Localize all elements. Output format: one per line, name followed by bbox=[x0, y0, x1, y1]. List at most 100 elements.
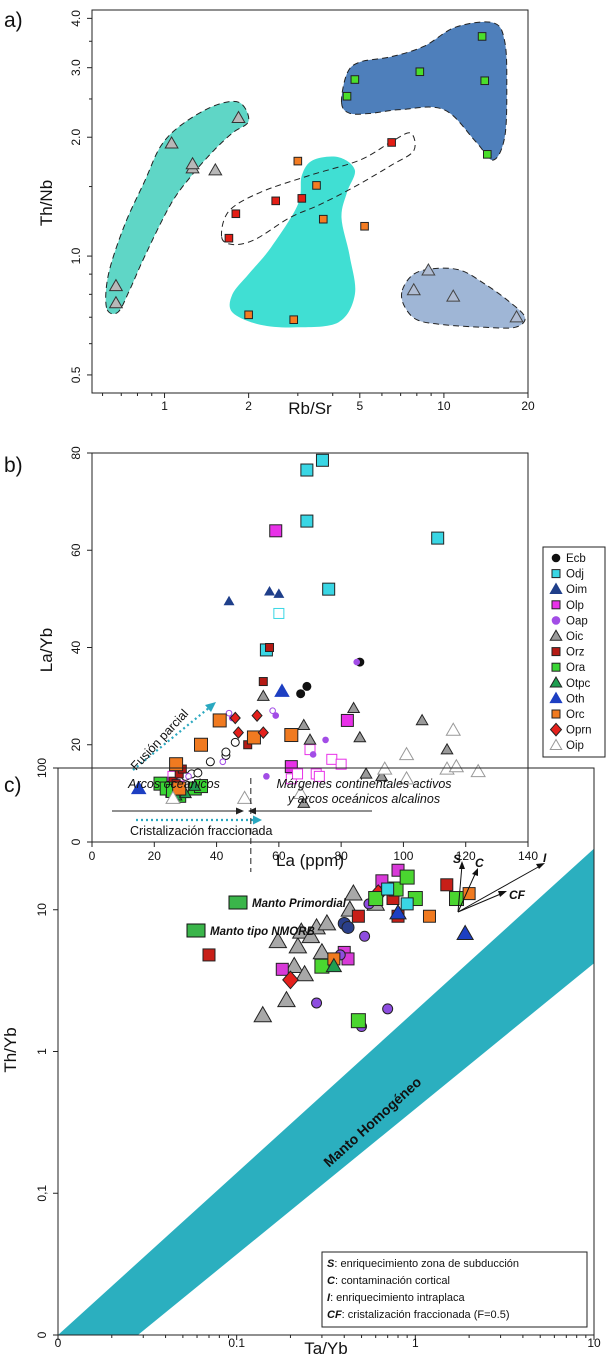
Oic-point bbox=[440, 742, 454, 755]
primordial-mantle-label: Manto Primordial bbox=[252, 898, 347, 910]
panel-a-xtick-label: 5 bbox=[356, 399, 363, 413]
Ora-point bbox=[399, 869, 415, 885]
Orc-point bbox=[169, 757, 184, 772]
grey-triangles-point bbox=[108, 295, 124, 309]
panel-a-ytick-label: 0.5 bbox=[69, 366, 83, 383]
Oic-point bbox=[295, 964, 315, 982]
panel-c-label: c) bbox=[4, 774, 22, 797]
Odj-point bbox=[431, 531, 445, 545]
orange-square-field bbox=[229, 156, 356, 328]
panel-b-ytick-label: 0 bbox=[69, 838, 83, 845]
legend-marker-oip bbox=[549, 738, 563, 750]
Olp-point bbox=[269, 524, 283, 538]
panel-b-label: b) bbox=[4, 454, 23, 477]
legend-label-odj: Odj bbox=[566, 569, 584, 581]
legend-marker-orz bbox=[551, 647, 561, 657]
primordial-mantle-marker bbox=[228, 895, 248, 910]
Oic-point bbox=[268, 931, 288, 949]
process-legend-row: I: enriquecimiento intraplaca bbox=[327, 1292, 465, 1304]
vector-i-head bbox=[536, 863, 545, 869]
Oic-point bbox=[253, 1005, 273, 1023]
Odj-point bbox=[400, 897, 414, 911]
Olp-open-point bbox=[313, 770, 325, 782]
panel-a-ytick-label: 3.0 bbox=[69, 59, 83, 76]
legend-label-oip: Oip bbox=[566, 740, 584, 752]
Oap-point bbox=[322, 736, 329, 744]
light-triangles-point bbox=[406, 282, 421, 296]
panel-a-xtick-label: 2 bbox=[245, 399, 252, 413]
partial-melting-arrow bbox=[132, 706, 211, 771]
legend-label-olp: Olp bbox=[566, 600, 584, 612]
Orz-point bbox=[265, 643, 275, 652]
Oic-point bbox=[284, 956, 304, 974]
Olp-open-point bbox=[292, 768, 304, 780]
panel-b-legend: Ecb Odj Oim Olp Oap Oic Orz Ora Otpc Oth Orc Oprn Oi… bbox=[542, 546, 606, 758]
legend-label-oprn: Oprn bbox=[566, 725, 592, 737]
Orz-point bbox=[202, 948, 216, 962]
partial-melting-arrowhead bbox=[205, 702, 216, 712]
Oic-point bbox=[353, 730, 367, 743]
Oprn-point bbox=[229, 711, 241, 725]
Orc-point bbox=[212, 713, 227, 728]
Oic-point bbox=[317, 913, 337, 931]
red-squares-point bbox=[297, 194, 307, 203]
panel-c-ytick-label: 1 bbox=[35, 1048, 49, 1055]
Orc-point bbox=[422, 909, 436, 923]
legend-label-orc: Orc bbox=[566, 709, 585, 721]
Odj-point bbox=[322, 582, 336, 596]
legend-marker-oap bbox=[551, 616, 561, 625]
panel-a-ytick-label: 4.0 bbox=[69, 10, 83, 27]
panel-a-xtick-label: 10 bbox=[437, 399, 451, 413]
orange-squares-point bbox=[244, 310, 253, 320]
vector-s-label: S bbox=[453, 852, 461, 866]
process-legend-row: CF: cristalización fraccionada (F=0.5) bbox=[327, 1309, 510, 1321]
legend-label-oim: Oim bbox=[566, 584, 587, 596]
orange-squares-point bbox=[293, 156, 303, 166]
Ecb-point bbox=[302, 681, 312, 691]
Olp-point bbox=[275, 962, 289, 976]
Oim-point bbox=[273, 588, 285, 598]
Orc-point bbox=[172, 781, 187, 796]
vector-s-head bbox=[459, 861, 465, 869]
Oap-open-point bbox=[219, 758, 227, 766]
legend-marker-olp bbox=[551, 600, 561, 610]
Oim-point bbox=[341, 920, 355, 934]
legend-label-oic: Oic bbox=[566, 631, 584, 643]
Oap-open-point bbox=[225, 709, 233, 717]
panel-c-ytick-label: 0 bbox=[35, 1331, 49, 1338]
legend-label-ecb: Ecb bbox=[566, 553, 586, 565]
grey-triangles-point bbox=[164, 136, 179, 149]
Otpc-point bbox=[188, 779, 202, 791]
Oprn-point bbox=[282, 970, 299, 990]
legend-marker-ecb bbox=[551, 553, 561, 563]
vector-c-head bbox=[472, 868, 478, 876]
panel-a-chart: 1 2 5 10 20 0.5 1.0 2.0 3.0 4.0 Rb/Sr Th/Nb bbox=[37, 9, 535, 418]
panel-b-ytick-label: 40 bbox=[69, 641, 83, 655]
legend-marker-oim bbox=[549, 582, 563, 594]
vector-c-label: C bbox=[475, 856, 484, 870]
legend-label-otpc: Otpc bbox=[566, 678, 591, 690]
panel-a-ytick-label: 1.0 bbox=[69, 247, 83, 264]
orange-squares-point bbox=[312, 181, 321, 190]
Orc-point bbox=[284, 728, 299, 743]
light-triangles-point bbox=[421, 263, 436, 276]
Olp-point bbox=[340, 713, 354, 727]
Oprn-point bbox=[232, 726, 244, 739]
legend-label-orz: Orz bbox=[566, 647, 585, 659]
panel-c-xlabel: Ta/Yb bbox=[304, 1339, 347, 1358]
panel-a-label: a) bbox=[4, 9, 23, 32]
light-triangles-point bbox=[509, 309, 524, 323]
panel-c-ylabel: Th/Yb bbox=[1, 1027, 20, 1072]
vector-s bbox=[457, 864, 463, 913]
panel-c-ytick-label: 100 bbox=[35, 758, 49, 778]
orange-squares-point bbox=[318, 214, 328, 224]
Oip-point bbox=[470, 763, 486, 778]
Ecb-open-point bbox=[205, 757, 215, 767]
green-squares-point bbox=[477, 32, 487, 41]
legend-marker-oprn bbox=[549, 722, 563, 737]
Oap-point bbox=[263, 773, 270, 780]
Oap-point bbox=[272, 712, 280, 719]
legend-marker-orc bbox=[551, 709, 561, 719]
